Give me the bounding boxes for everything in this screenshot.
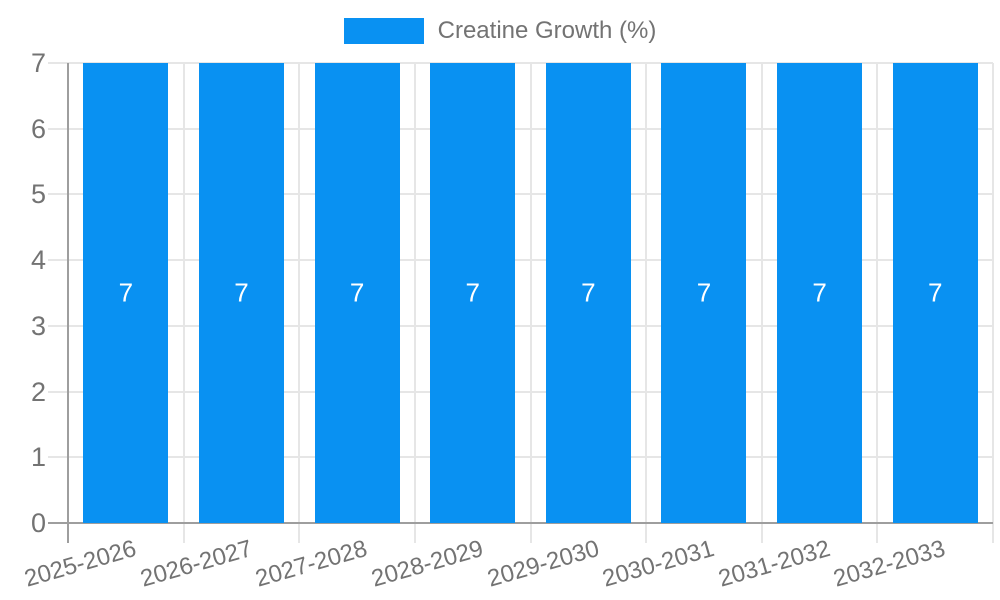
bar: 7 xyxy=(545,63,631,523)
y-tick xyxy=(48,193,68,196)
bar-value-label: 7 xyxy=(118,277,134,308)
y-tick xyxy=(48,324,68,327)
bar: 7 xyxy=(777,63,863,523)
x-tick-label: 2026-2027 xyxy=(137,535,255,593)
y-tick-label: 2 xyxy=(30,376,46,407)
x-tick xyxy=(645,523,648,543)
y-tick-label: 5 xyxy=(30,179,46,210)
bar-value-label: 7 xyxy=(349,277,365,308)
bar-value-label: 7 xyxy=(812,277,827,308)
y-tick xyxy=(48,62,68,64)
y-tick-label: 7 xyxy=(30,48,46,78)
v-gridline xyxy=(992,63,994,523)
x-tick xyxy=(413,523,416,543)
x-tick xyxy=(182,523,185,543)
x-axis-line xyxy=(48,522,993,524)
legend: Creatine Growth (%) xyxy=(0,18,1000,44)
y-tick xyxy=(48,259,68,262)
x-tick xyxy=(876,523,879,543)
y-tick xyxy=(48,456,68,459)
x-tick-label: 2025-2026 xyxy=(21,535,140,593)
bar: 7 xyxy=(314,63,400,523)
y-tick-label: 3 xyxy=(30,310,46,341)
y-tick-label: 1 xyxy=(30,442,46,473)
x-tick-label: 2031-2032 xyxy=(715,535,834,593)
x-tick xyxy=(529,523,532,543)
y-axis-line xyxy=(67,63,69,543)
x-tick xyxy=(760,523,763,543)
v-gridline xyxy=(760,63,763,523)
v-gridline xyxy=(529,63,532,523)
legend-label: Creatine Growth (%) xyxy=(437,17,657,44)
x-tick-label: 2029-2030 xyxy=(483,535,602,593)
v-gridline xyxy=(413,63,416,523)
x-tick xyxy=(298,523,301,543)
x-tick xyxy=(992,523,994,543)
x-tick-label: 2027-2028 xyxy=(252,535,371,593)
y-tick xyxy=(48,127,68,130)
v-gridline xyxy=(182,63,185,523)
bar: 7 xyxy=(661,63,747,523)
bar-value-label: 7 xyxy=(581,277,596,308)
bar: 7 xyxy=(83,63,169,523)
x-tick-label: 2028-2029 xyxy=(368,535,487,593)
y-tick xyxy=(48,390,68,393)
x-tick-label: 2030-2031 xyxy=(599,535,718,593)
legend-swatch xyxy=(343,18,424,44)
x-tick-label: 2032-2033 xyxy=(830,535,949,593)
bar-value-label: 7 xyxy=(234,277,249,308)
bar-value-label: 7 xyxy=(927,277,943,308)
bar-value-label: 7 xyxy=(465,277,480,308)
bar: 7 xyxy=(892,63,978,523)
bar-value-label: 7 xyxy=(696,277,712,308)
y-tick-label: 4 xyxy=(30,245,46,276)
y-tick-label: 6 xyxy=(30,113,46,144)
v-gridline xyxy=(298,63,301,523)
v-gridline xyxy=(876,63,879,523)
bar: 7 xyxy=(198,63,284,523)
v-gridline xyxy=(645,63,648,523)
bar: 7 xyxy=(430,63,516,523)
y-tick-label: 0 xyxy=(30,508,46,538)
